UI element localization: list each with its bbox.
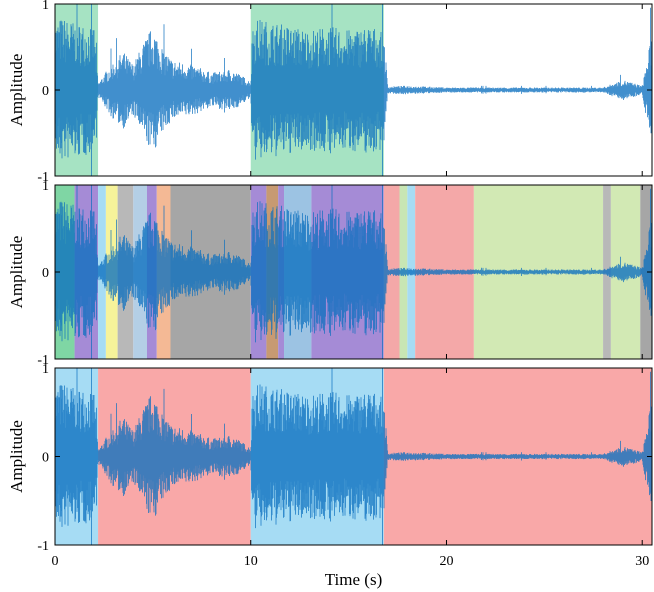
xlabel: Time (s) — [325, 570, 382, 589]
ytick-label-top: -1 — [37, 170, 49, 185]
ytick-label-middle: -1 — [37, 353, 49, 368]
ytick-label-middle: 1 — [42, 179, 49, 194]
panel-middle: 1 0 -1 Amplitude — [7, 179, 653, 368]
ylabel-top: Amplitude — [7, 54, 26, 127]
ytick-label-bottom: 0 — [42, 451, 49, 466]
ytick-label-bottom: -1 — [37, 539, 49, 554]
xtick-label: 20 — [439, 554, 453, 569]
xtick-label: 10 — [244, 554, 258, 569]
xtick-label: 0 — [52, 554, 59, 569]
xtick-label: 30 — [635, 554, 649, 569]
ylabel-middle: Amplitude — [7, 236, 26, 309]
ylabel-bottom: Amplitude — [7, 420, 26, 493]
ytick-label-bottom: 1 — [42, 362, 49, 377]
panel-top: 1 0 -1 Amplitude — [7, 0, 653, 185]
ytick-label-top: 1 — [42, 0, 49, 13]
ytick-label-top: 0 — [42, 84, 49, 99]
ytick-label-middle: 0 — [42, 266, 49, 281]
